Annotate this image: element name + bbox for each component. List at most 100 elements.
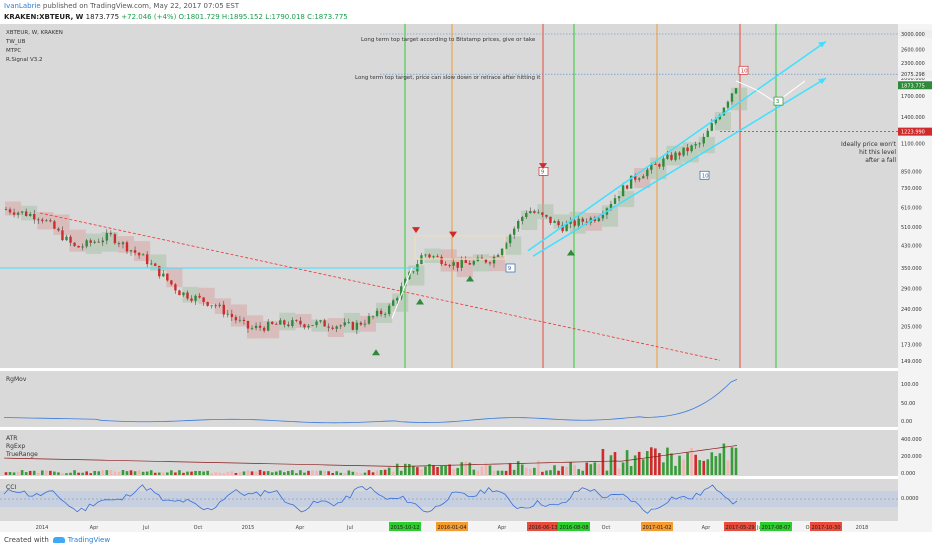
date-tag-box <box>558 522 590 531</box>
date-tag-box <box>389 522 421 531</box>
true-range-bar <box>379 470 383 475</box>
true-range-bar <box>61 473 64 475</box>
price-axis[interactable] <box>898 24 932 521</box>
trend-bar-bg <box>456 256 473 278</box>
trend-bar-bg <box>424 248 441 263</box>
true-range-bar <box>69 472 72 475</box>
true-range-bar <box>206 470 209 475</box>
true-range-bar <box>250 471 254 475</box>
true-range-bar <box>553 465 556 475</box>
true-range-bar <box>105 470 109 475</box>
candle-body <box>448 265 451 267</box>
true-range-bar <box>395 463 399 475</box>
true-range-bar <box>650 447 653 475</box>
main-pane[interactable] <box>0 24 898 368</box>
candle-body <box>49 220 52 222</box>
date-tag: 2016-08-08 <box>559 525 588 531</box>
true-range-bar <box>198 470 201 475</box>
true-range-bar <box>633 455 637 475</box>
chart-area[interactable]: 9 10 10 3 9 Long term top target according t… <box>0 24 932 532</box>
candle-body <box>4 209 8 211</box>
time-tick: 2014 <box>36 525 49 531</box>
true-range-bar <box>468 462 472 475</box>
candle-body <box>428 254 431 258</box>
true-range-bar <box>718 453 722 475</box>
arrow-lower-icon <box>818 78 826 85</box>
rgmov-pane[interactable] <box>0 371 898 427</box>
candle-body <box>105 233 109 241</box>
candle-body <box>545 214 548 217</box>
candle-body <box>315 321 318 326</box>
trend-bar-bg <box>359 315 377 332</box>
candle-body <box>89 240 92 243</box>
time-tick: Oct <box>194 525 203 531</box>
candle-body <box>577 218 580 226</box>
buy-arrow-icon <box>567 249 575 256</box>
candle-body <box>569 220 572 224</box>
cci-label: CCI <box>6 484 16 491</box>
rgmov-label: RgMov <box>6 376 27 383</box>
tradingview-link[interactable]: TradingView <box>67 536 111 544</box>
true-range-bar <box>412 465 415 475</box>
true-range-bar <box>508 463 512 475</box>
candle-body <box>258 325 262 328</box>
true-range-bar <box>472 469 476 475</box>
true-range-bar <box>440 466 443 475</box>
tradingview-logo-icon <box>52 537 65 543</box>
price-tick: 240.000 <box>901 307 922 313</box>
author-link[interactable]: IvanLabrie <box>4 2 41 10</box>
candle-body <box>166 273 169 281</box>
candle-body <box>129 250 133 252</box>
candle-body <box>109 233 113 235</box>
true-range-bar <box>698 460 702 475</box>
trend-bar-bg <box>69 229 86 252</box>
true-range-bar <box>573 464 576 475</box>
rgmov-tick-100: 100.00 <box>901 382 919 388</box>
price-tick: 2000.000 <box>901 76 925 82</box>
price-tick: 173.000 <box>901 343 922 349</box>
axes: 2600.000 2300.000 2000.000 1700.000 1400.000… <box>36 30 932 531</box>
candle-body <box>53 221 56 229</box>
true-range-bar <box>8 471 12 475</box>
true-range-bar <box>629 466 633 475</box>
true-range-bar <box>20 470 24 475</box>
candle-body <box>162 273 165 277</box>
candle-body <box>629 175 633 189</box>
true-range-bar <box>254 471 258 475</box>
candle-body <box>617 196 621 199</box>
candle-body <box>625 185 629 189</box>
true-range-bar <box>670 453 673 475</box>
true-range-bar <box>12 472 16 475</box>
candle-body <box>133 250 137 253</box>
candle-body <box>311 325 314 326</box>
true-range-bar <box>311 470 314 475</box>
true-range-bar <box>323 470 326 475</box>
true-range-bar <box>125 471 129 475</box>
date-tag: 2017-01-02 <box>642 525 671 531</box>
time-tick: 2018 <box>856 525 869 531</box>
true-range-bar <box>625 450 629 475</box>
candle-body <box>97 241 100 243</box>
true-range-bar <box>524 467 528 475</box>
publish-info: IvanLabrie published on TradingView.com,… <box>4 2 239 10</box>
time-tick: Apr <box>498 525 508 531</box>
true-range-bar <box>137 470 141 475</box>
true-range-bar <box>319 470 322 475</box>
down-trend-line <box>39 212 721 361</box>
true-range-bar <box>488 465 492 475</box>
annotation-long-term-2: Long term top target, price can slow dow… <box>355 75 541 81</box>
true-range-bar <box>93 470 97 475</box>
candle-body <box>436 256 439 258</box>
true-range-bar <box>36 472 40 475</box>
rgmov-tick-0: 0.00 <box>901 419 912 425</box>
signal-marker-label: 9 <box>541 169 545 175</box>
true-range-bar <box>113 471 117 475</box>
trend-bar-bg <box>505 236 522 255</box>
publish-date: published on TradingView.com, May 22, 20… <box>40 2 240 10</box>
true-range-bar <box>504 470 508 475</box>
true-range-bar <box>218 472 222 475</box>
arrow-upper-icon <box>818 41 826 48</box>
candle-body <box>28 213 32 216</box>
true-range-bar <box>484 462 488 475</box>
true-range-bar <box>178 470 181 475</box>
